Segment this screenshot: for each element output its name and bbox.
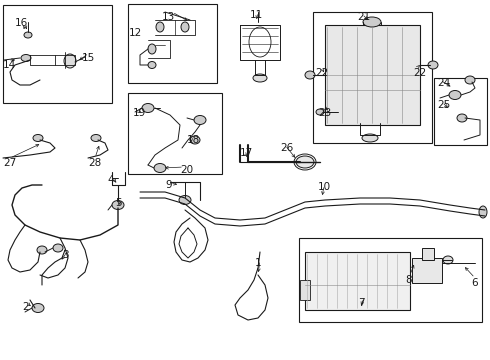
Ellipse shape (33, 135, 43, 141)
Ellipse shape (449, 90, 461, 99)
Text: 19: 19 (133, 108, 146, 118)
Ellipse shape (316, 109, 324, 115)
Text: 6: 6 (471, 278, 478, 288)
Text: 27: 27 (3, 158, 16, 168)
Text: 22: 22 (315, 68, 328, 78)
Text: 16: 16 (15, 18, 28, 28)
Bar (412, 258, 442, 283)
Ellipse shape (154, 163, 166, 172)
Ellipse shape (148, 44, 156, 54)
Text: 8: 8 (405, 275, 412, 285)
Ellipse shape (142, 104, 154, 112)
Ellipse shape (179, 195, 191, 204)
Ellipse shape (21, 54, 31, 62)
Ellipse shape (37, 246, 47, 254)
Text: 21: 21 (357, 12, 370, 22)
Ellipse shape (363, 17, 381, 27)
Ellipse shape (91, 135, 101, 141)
Ellipse shape (443, 256, 453, 264)
Bar (128, 93, 222, 174)
Text: 20: 20 (180, 165, 193, 175)
Bar (422, 248, 434, 260)
Ellipse shape (479, 206, 487, 218)
Ellipse shape (362, 134, 378, 142)
Text: 2: 2 (22, 302, 28, 312)
Ellipse shape (32, 303, 44, 312)
Ellipse shape (112, 201, 124, 210)
Bar (3, 5, 112, 103)
Bar (325, 25, 420, 125)
Ellipse shape (465, 76, 475, 84)
Ellipse shape (156, 22, 164, 32)
Ellipse shape (148, 62, 156, 68)
Ellipse shape (24, 32, 32, 38)
Text: 13: 13 (162, 12, 175, 22)
Ellipse shape (296, 156, 314, 168)
Text: 28: 28 (88, 158, 101, 168)
Text: 10: 10 (318, 182, 331, 192)
Text: 11: 11 (250, 10, 263, 20)
Text: 12: 12 (129, 28, 142, 38)
Text: 1: 1 (255, 258, 262, 268)
Bar (434, 78, 487, 145)
Ellipse shape (253, 74, 267, 82)
Text: 23: 23 (318, 108, 331, 118)
Ellipse shape (305, 71, 315, 79)
Ellipse shape (457, 114, 467, 122)
Ellipse shape (64, 54, 76, 68)
Text: 5: 5 (115, 198, 122, 208)
Bar (128, 4, 217, 83)
Text: 18: 18 (187, 135, 200, 145)
Text: 3: 3 (62, 250, 69, 260)
Text: 25: 25 (437, 100, 450, 110)
Ellipse shape (190, 136, 200, 144)
Ellipse shape (194, 116, 206, 125)
Text: 26: 26 (280, 143, 293, 153)
Bar (313, 12, 432, 143)
Text: 4: 4 (107, 175, 114, 185)
Ellipse shape (428, 61, 438, 69)
Text: 17: 17 (240, 148, 253, 158)
Text: 9: 9 (165, 180, 172, 190)
Text: 15: 15 (82, 53, 95, 63)
Text: 24: 24 (437, 78, 450, 88)
Bar (299, 238, 482, 322)
Bar (300, 280, 310, 300)
Text: 14: 14 (3, 60, 16, 70)
Text: 22: 22 (413, 68, 426, 78)
Ellipse shape (53, 244, 63, 252)
Bar (305, 252, 410, 310)
Ellipse shape (181, 22, 189, 32)
Text: 7: 7 (358, 298, 365, 308)
